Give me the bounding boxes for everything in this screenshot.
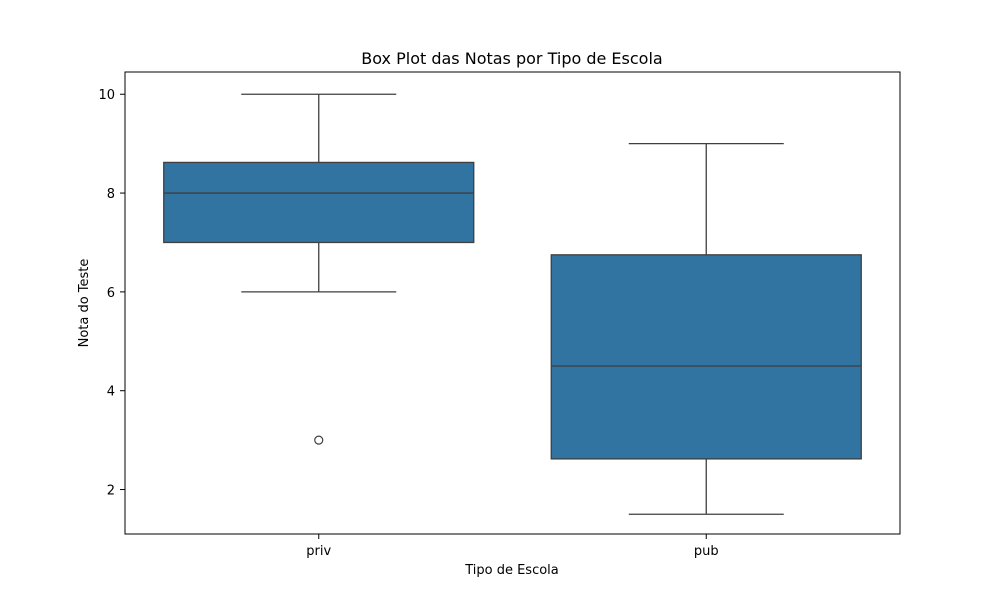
- x-tick-label: priv: [306, 544, 331, 559]
- box-iqr: [550, 254, 862, 460]
- x-axis-label: Tipo de Escola: [464, 563, 559, 578]
- y-tick-label: 2: [107, 484, 115, 499]
- box-pub: [550, 142, 862, 515]
- y-tick-label: 6: [107, 286, 115, 301]
- box-priv: [163, 93, 475, 445]
- outlier-point: [314, 435, 324, 445]
- box-iqr: [163, 161, 475, 244]
- plot-area: [163, 93, 862, 515]
- plot-frame: [124, 71, 901, 535]
- x-tick-label: pub: [694, 544, 719, 559]
- y-tick-label: 4: [107, 385, 115, 400]
- y-tick-label: 10: [98, 88, 115, 103]
- y-axis-label: Nota do Teste: [77, 259, 92, 348]
- chart-title: Box Plot das Notas por Tipo de Escola: [361, 49, 662, 68]
- y-tick-label: 8: [107, 187, 115, 202]
